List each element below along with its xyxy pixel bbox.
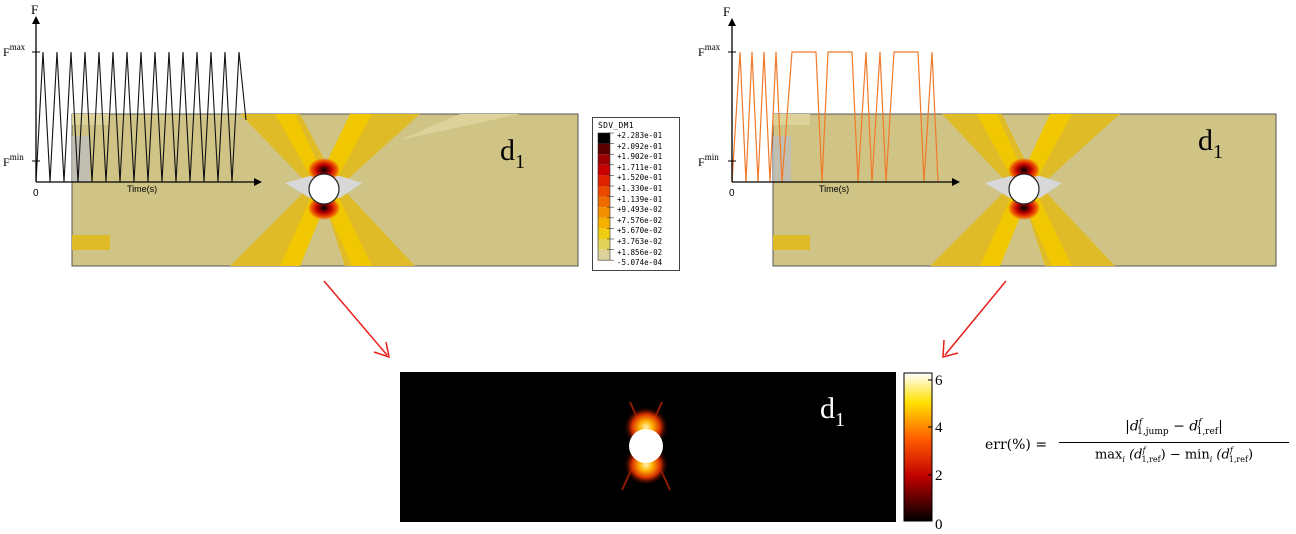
arrow-right [943,281,1006,357]
hole [309,174,339,204]
colorbar-tick-label: 2 [935,468,943,484]
legend-value: +1.520e-01 [617,173,662,182]
arrow-left [324,281,389,357]
legend-value: +1.711e-01 [617,163,662,172]
error-map-field: d1 [400,372,896,522]
legend-value: +2.283e-01 [617,131,662,140]
hole [1009,174,1039,204]
error-hole [629,429,663,463]
legend-swatch [598,154,610,165]
legend-value: +1.330e-01 [617,184,662,193]
formula-denominator: maxi (df1,ref) − mini (df1,ref) [1059,446,1289,464]
error-formula: err(%) = |df1,jump − df1,ref| maxi (df1,… [985,418,1291,478]
legend-swatch [598,165,610,176]
legend-swatch [598,250,610,261]
x-axis-label: Time(s) [819,184,849,194]
colorbar-tick-label: 4 [935,420,943,436]
legend-swatch [598,175,610,186]
legend-swatch [598,207,610,218]
formula-bar [1059,442,1289,443]
error-map: d1 [400,372,896,522]
legend-swatch [598,144,610,155]
right-panel: F Fmax Fmin 0 Time(s) d1 [680,0,1296,280]
y-max-label: Fmax [698,42,721,59]
legend-value: +1.139e-01 [617,195,662,204]
legend-value: +5.670e-02 [617,226,662,235]
x-axis-label: Time(s) [127,184,157,194]
y-min-label: Fmin [698,152,719,169]
formula-lhs: err(%) = [985,437,1047,453]
formula-fraction: |df1,jump − df1,ref| maxi (df1,ref) − mi… [1059,418,1289,464]
legend-value: +1.856e-02 [617,248,662,257]
y-max-label: Fmax [3,42,26,59]
legend-value: +3.763e-02 [617,237,662,246]
legend-value: +9.493e-02 [617,205,662,214]
left-panel: F Fmax Fmin 0 Time(s) d1 [0,0,600,280]
legend-swatch [598,228,610,239]
legend-value: -5.074e-04 [617,258,662,267]
y-min-label: Fmin [3,152,24,169]
legend-swatch [598,186,610,197]
right-panel-figure: F Fmax Fmin 0 Time(s) d1 [680,0,1296,280]
colorbar-tick-label: 6 [935,373,943,389]
y-axis-label: F [723,4,730,19]
origin-label: 0 [729,188,735,199]
legend-swatch [598,218,610,229]
origin-label: 0 [33,188,39,199]
colorbar-gradient [904,373,932,521]
legend-swatch [598,133,610,144]
legend-swatch [598,239,610,250]
legend-swatch [598,197,610,208]
legend-value: +7.576e-02 [617,216,662,225]
formula-numerator: |df1,jump − df1,ref| [1059,418,1289,440]
y-axis-label: F [31,2,38,17]
colorbar-tick-label: 0 [935,517,943,529]
left-panel-figure: F Fmax Fmin 0 Time(s) d1 [0,0,600,280]
legend-value: +1.902e-01 [617,152,662,161]
legend-box: SDV_DM1 +2.283e-01 +2.092e-01 +1.902e-01 +1… [592,117,680,271]
legend-value: +2.092e-01 [617,142,662,151]
